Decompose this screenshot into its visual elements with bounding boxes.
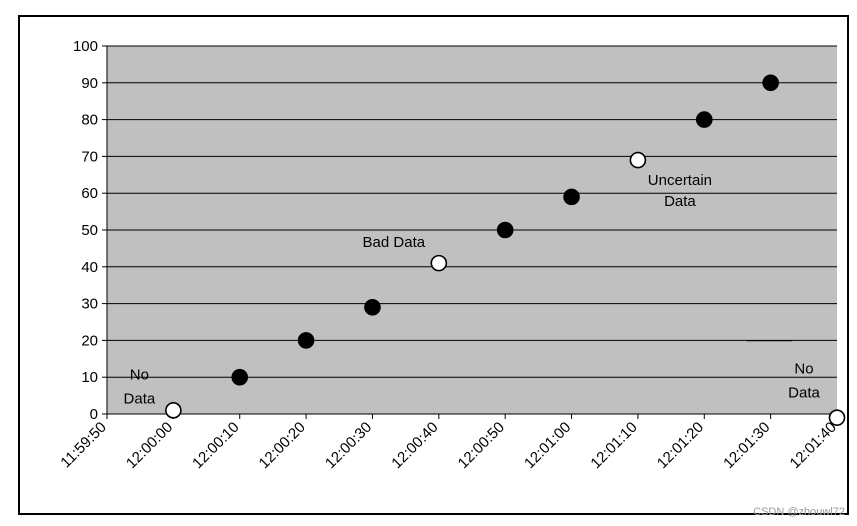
- annotation-label: Bad Data: [363, 234, 426, 251]
- y-tick-label: 20: [81, 332, 98, 349]
- y-tick-label: 80: [81, 112, 98, 129]
- data-point: [695, 111, 713, 128]
- x-tick-label: 12:00:10: [189, 419, 242, 472]
- x-tick-label: 12:00:40: [388, 419, 441, 472]
- annotations: No Data Bad Data Uncertain Data No Data: [124, 172, 821, 407]
- data-points: [165, 74, 846, 426]
- annotation-label: Data: [664, 193, 696, 210]
- x-tick-label: 12:00:00: [123, 419, 176, 472]
- data-point: [231, 368, 249, 386]
- y-tick-label: 40: [81, 259, 98, 276]
- x-tick-label: 12:01:30: [720, 419, 773, 472]
- x-tick-label: 11:59:50: [57, 419, 110, 472]
- y-tick-label: 70: [81, 148, 98, 165]
- y-tick-label: 30: [81, 296, 98, 313]
- data-point-no-data: [828, 409, 846, 426]
- y-tick-label: 50: [81, 222, 98, 239]
- data-point: [563, 188, 580, 206]
- y-tick-labels: 0 10 20 30 40 50 60 70 80 90 100: [73, 38, 98, 423]
- x-tick-label: 12:00:50: [455, 419, 508, 472]
- y-tick-label: 10: [81, 369, 98, 386]
- data-point-uncertain: [629, 151, 647, 169]
- x-tick-label: 12:01:40: [787, 419, 840, 472]
- y-tick-label: 60: [81, 185, 98, 202]
- x-tick-label: 12:00:20: [256, 419, 309, 472]
- data-point: [762, 74, 779, 92]
- annotation-label: Uncertain: [648, 172, 712, 189]
- axes: [102, 45, 838, 419]
- annotation-label: Data: [788, 385, 820, 402]
- annotation-label: No: [130, 366, 149, 383]
- data-point: [496, 221, 514, 239]
- x-tick-label: 12:01:00: [521, 419, 574, 472]
- data-point: [297, 332, 315, 349]
- data-point: [364, 298, 381, 316]
- x-tick-label: 12:01:10: [587, 419, 640, 472]
- x-tick-label: 12:01:20: [654, 419, 707, 472]
- data-point-bad: [430, 254, 448, 272]
- y-tick-label: 90: [81, 75, 98, 92]
- x-tick-labels: 11:59:50 12:00:00 12:00:10 12:00:20 12:00:30…: [57, 419, 840, 472]
- y-tick-label: 0: [90, 406, 98, 423]
- x-tick-label: 12:00:30: [322, 419, 375, 472]
- y-tick-label: 100: [73, 38, 98, 55]
- watermark: CSDN @zhouwl72: [753, 506, 845, 518]
- annotation-label: Data: [124, 390, 156, 407]
- grid-lines: [107, 45, 837, 415]
- annotation-label: No: [794, 361, 813, 378]
- data-point-no-data: [165, 402, 182, 419]
